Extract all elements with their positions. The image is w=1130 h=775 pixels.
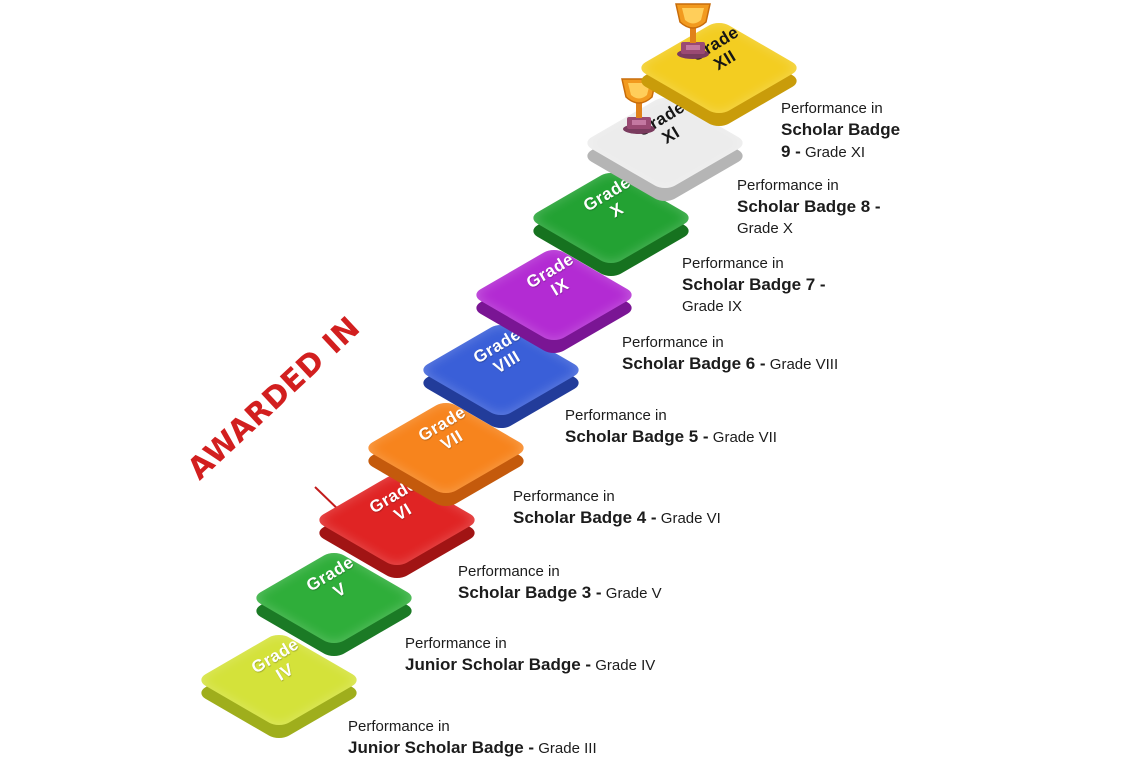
caption-grade-text: Grade IV [591,657,656,674]
step-caption: Performance in Scholar Badge 3 - Grade V [458,561,662,604]
caption-performance-text: Performance in [565,407,667,424]
step-caption: Performance in Scholar Badge 6 - Grade VI… [622,332,838,375]
caption-performance-text: Performance in [781,100,883,117]
caption-performance-text: Performance in [348,718,450,735]
caption-performance-text: Performance in [458,563,560,580]
caption-grade-text: Grade XI [800,144,866,161]
caption-grade-text: Grade VIII [765,356,839,373]
step-caption: Performance in Scholar Badge 5 - Grade VI… [565,405,777,448]
trophy-icon [668,0,718,60]
caption-grade-text: Grade V [601,585,662,602]
caption-performance-text: Performance in [405,635,507,652]
step-caption: Performance in Scholar Badge 7 - Grade IX [682,253,842,317]
caption-badge-name: Scholar Badge 8 - [737,197,881,216]
caption-badge-name: Scholar Badge 3 - [458,583,602,602]
caption-grade-text: Grade VI [656,510,721,527]
caption-badge-name: Junior Scholar Badge - [405,655,592,674]
caption-grade-text: Grade IX [682,298,743,315]
awarded-in-label: AWARDED IN [181,310,368,487]
caption-badge-name: Scholar Badge 4 - [513,508,657,527]
caption-badge-name: Scholar Badge 6 - [622,354,766,373]
caption-badge-name: Junior Scholar Badge - [348,738,535,757]
caption-performance-text: Performance in [682,255,784,272]
caption-performance-text: Performance in [737,177,839,194]
caption-performance-text: Performance in [622,334,724,351]
caption-grade-text: Grade III [534,740,597,757]
caption-grade-text: Grade VII [708,429,777,446]
caption-badge-name: Scholar Badge 7 - [682,275,826,294]
step-caption: Performance in Scholar Badge 9 - Grade XI [781,98,909,163]
caption-badge-name: Scholar Badge 9 - [781,120,901,161]
step-caption: Performance in Junior Scholar Badge - Gra… [348,716,597,759]
caption-badge-name: Scholar Badge 5 - [565,427,709,446]
caption-performance-text: Performance in [513,488,615,505]
step-caption: Performance in Scholar Badge 4 - Grade VI [513,486,721,529]
grade-step-xii: Grade XII [635,19,805,133]
step-caption: Performance in Scholar Badge 8 - Grade X [737,175,895,239]
step-caption: Performance in Junior Scholar Badge - Gra… [405,633,655,676]
caption-grade-text: Grade X [737,220,793,237]
